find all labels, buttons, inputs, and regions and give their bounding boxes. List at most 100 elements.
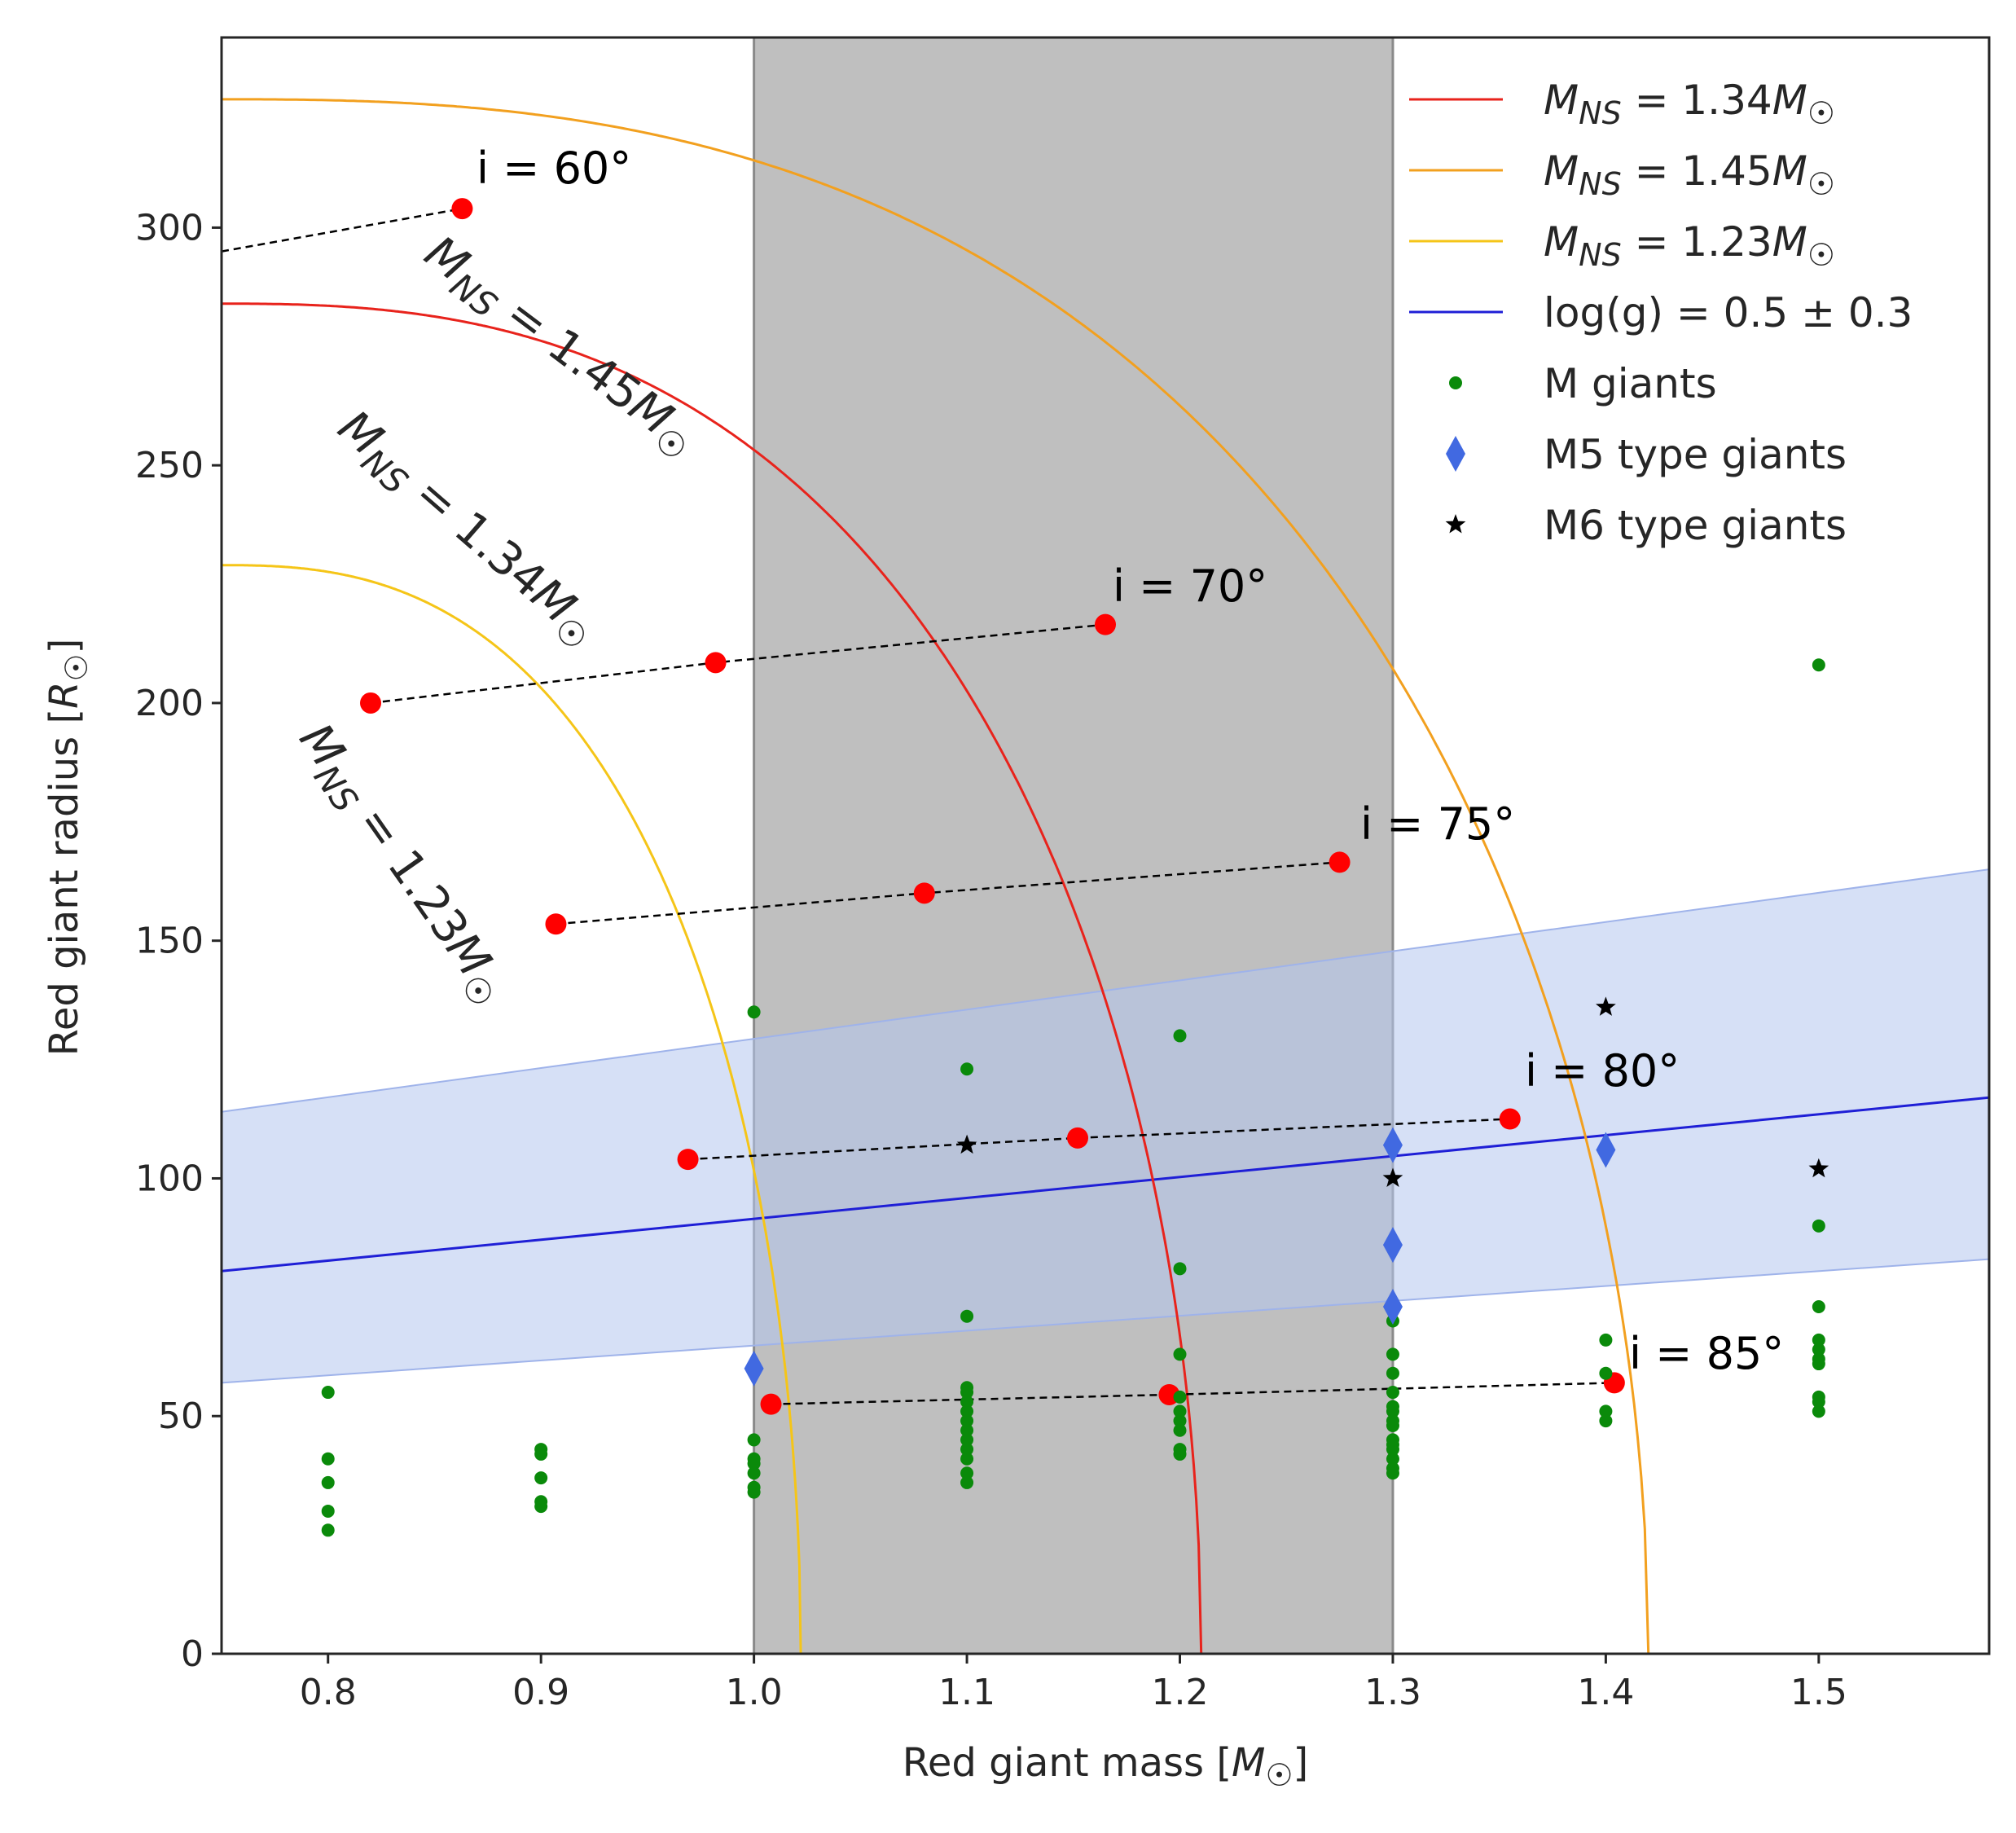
m-giant-point — [1386, 1386, 1399, 1400]
x-tick-label: 1.0 — [726, 1672, 783, 1713]
m-giant-point — [534, 1447, 548, 1461]
m5-giant-point — [1382, 1227, 1403, 1264]
m-giant-point — [960, 1466, 974, 1480]
m-giant-point — [960, 1475, 974, 1489]
m-giant-point — [321, 1452, 335, 1466]
m-giant-point — [960, 1404, 974, 1418]
inclination-line-0 — [222, 207, 463, 253]
x-tick-label: 1.3 — [1364, 1672, 1421, 1713]
m5-giant-point — [1382, 1289, 1403, 1325]
inclination-label: i = 80° — [1525, 1045, 1680, 1097]
m-giant-point — [1812, 1395, 1825, 1409]
legend-entry: M5 type giants — [1446, 431, 1847, 478]
m-giant-point — [960, 1443, 974, 1457]
m-giant-point — [1173, 1390, 1187, 1404]
m-giant-point — [1173, 1404, 1187, 1418]
y-tick-label: 250 — [135, 445, 204, 486]
inclination-label: i = 70° — [1113, 560, 1267, 612]
m-giant-point — [1173, 1414, 1187, 1428]
inclination-point — [1499, 1108, 1521, 1130]
axes-frame — [220, 36, 1991, 1655]
inclination-point — [677, 1149, 699, 1171]
legend-label: M6 type giants — [1544, 502, 1847, 549]
inclination-point — [1067, 1127, 1089, 1149]
y-tick-label: 200 — [135, 683, 204, 724]
m-giant-point — [960, 1386, 974, 1400]
legend-dot-swatch — [1449, 376, 1462, 389]
inclination-label: i = 75° — [1360, 798, 1515, 850]
legend-entry: MNS = 1.23M☉ — [1409, 218, 1835, 273]
y-axis-label: Red giant radius [R☉] — [42, 639, 94, 1057]
curve-label: MNS = 1.45M☉ — [411, 226, 707, 469]
inclination-label: i = 60° — [477, 143, 631, 194]
y-tick-label: 300 — [135, 207, 204, 248]
x-tick-label: 1.4 — [1577, 1672, 1634, 1713]
m6-giant-point — [1808, 1158, 1829, 1178]
m6-giant-point — [1382, 1167, 1403, 1187]
m-giant-point — [1386, 1347, 1399, 1361]
ns-curve-0 — [222, 302, 1203, 1654]
m-giant-point — [1173, 1347, 1187, 1361]
m-giant-point — [747, 1433, 761, 1447]
m-giant-point — [1386, 1418, 1399, 1432]
m-giant-point — [1386, 1404, 1399, 1418]
inclination-point — [360, 692, 382, 714]
legend-entry: MNS = 1.34M☉ — [1409, 77, 1835, 131]
x-tick-label: 1.1 — [938, 1672, 995, 1713]
inclination-point — [913, 882, 935, 904]
logg-band — [222, 868, 1989, 1384]
logg-center-line — [222, 1096, 1989, 1273]
x-tick-label: 1.2 — [1152, 1672, 1209, 1713]
m-giant-point — [1812, 1404, 1825, 1418]
m-giant-point — [1812, 1300, 1825, 1314]
m-giant-point — [1386, 1452, 1399, 1466]
legend-label: log(g) = 0.5 ± 0.3 — [1544, 289, 1913, 336]
inclination-point — [1329, 851, 1351, 873]
m-giant-point — [960, 1062, 974, 1076]
m-giant-point — [960, 1414, 974, 1428]
y-tick-label: 150 — [135, 921, 204, 962]
ns-curve-1 — [222, 98, 1650, 1654]
m-giant-point — [1173, 1447, 1187, 1461]
legend-label: MNS = 1.34M☉ — [1544, 77, 1835, 131]
m5-giant-point — [1596, 1132, 1616, 1168]
y-tick-label: 100 — [135, 1158, 204, 1199]
plot-area — [222, 37, 1989, 1654]
m-giant-point — [960, 1395, 974, 1409]
m-giant-point — [747, 1457, 761, 1470]
m-giant-point — [1599, 1366, 1613, 1380]
m-giant-point — [321, 1475, 335, 1489]
axes: 0.8 0.9 1.0 1.1 1.2 1.3 1.4 1.5 0 50 100 150 200 250 3… — [135, 207, 1847, 1713]
m-giant-point — [1812, 1219, 1825, 1233]
m-giant-point — [1173, 1262, 1187, 1276]
legend-diamond-swatch — [1446, 436, 1465, 472]
legend-entry: M6 type giants — [1445, 502, 1847, 549]
legend-entry: MNS = 1.45M☉ — [1409, 147, 1835, 202]
m-giant-point — [1599, 1414, 1613, 1428]
m6-giant-point — [956, 1134, 977, 1154]
legend-label: M giants — [1544, 360, 1717, 407]
m-giant-point — [534, 1500, 548, 1514]
inclination-point — [705, 652, 727, 674]
m-giant-point — [1599, 1404, 1613, 1418]
legend: MNS = 1.34M☉ MNS = 1.45M☉ MNS = 1.23M☉ log(… — [1409, 77, 1913, 549]
m-giant-point — [1599, 1333, 1613, 1347]
x-tick-label: 0.8 — [300, 1672, 357, 1713]
curve-label: MNS = 1.34M☉ — [324, 401, 608, 659]
m-giant-point — [960, 1433, 974, 1447]
m-giant-point — [321, 1386, 335, 1400]
m-giant-point — [1812, 1343, 1825, 1356]
m6-giant-point — [1596, 996, 1616, 1016]
inclination-point — [451, 198, 473, 220]
legend-label: M5 type giants — [1544, 431, 1847, 478]
inclination-point — [760, 1393, 782, 1415]
m5-giant-point — [744, 1350, 764, 1387]
y-tick-label: 0 — [181, 1633, 204, 1675]
m-giant-point — [1173, 1029, 1187, 1043]
m-giant-point — [1173, 1423, 1187, 1437]
m-giant-point — [1386, 1466, 1399, 1480]
x-axis-label: Red giant mass [M☉] — [903, 1740, 1309, 1793]
m-giant-point — [1812, 658, 1825, 672]
m-giant-point — [960, 1452, 974, 1466]
